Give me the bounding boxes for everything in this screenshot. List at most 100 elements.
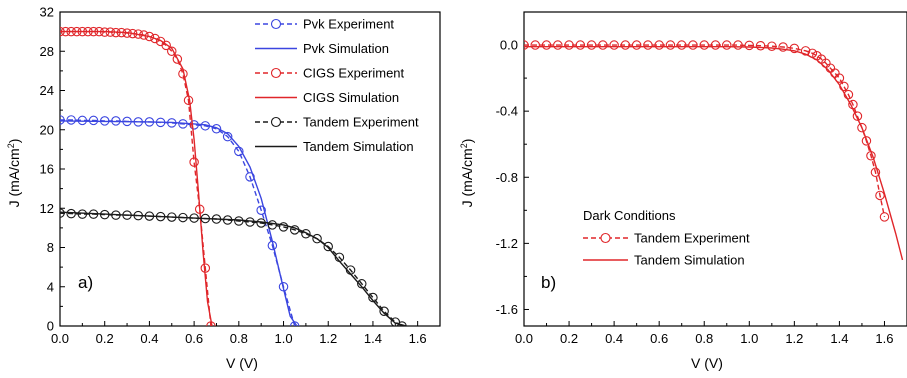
data-point-b-0 <box>852 111 863 121</box>
legend-label-a-4: Tandem Experiment <box>303 115 419 130</box>
data-point-b-0 <box>767 41 777 51</box>
y-tick-label-b: 0.0 <box>500 38 518 53</box>
legend-marker-a-0 <box>270 18 282 30</box>
data-point-b-0 <box>541 40 552 50</box>
x-tick-label-a: 0.6 <box>185 331 203 346</box>
data-point-b-0 <box>665 40 676 50</box>
x-tick-label-b: 0.0 <box>515 331 533 346</box>
legend-label-b-1: Tandem Simulation <box>634 253 745 268</box>
data-point-a-0 <box>88 115 99 126</box>
data-point-b-0 <box>553 40 563 50</box>
series-line-b-1 <box>524 46 904 261</box>
legend-label-a-3: CIGS Simulation <box>303 90 399 105</box>
x-tick-label-b: 0.8 <box>695 331 713 346</box>
data-point-b-0 <box>609 40 619 50</box>
data-point-b-0 <box>778 42 788 52</box>
chart-panel-b: V (V) J (mA/cm2) b) Dark Conditions 0.0 0… <box>459 11 907 371</box>
x-tick-label-a: 1.0 <box>274 331 292 346</box>
data-point-b-0 <box>875 190 885 201</box>
legend-label-a-5: Tandem Simulation <box>303 139 414 154</box>
data-point-b-0 <box>575 40 586 50</box>
plot-area-a <box>60 26 407 326</box>
data-point-a-0 <box>60 115 65 125</box>
data-point-a-4 <box>379 306 389 317</box>
x-axis-title-b: V (V) <box>691 355 723 371</box>
legend-label-a-2: CIGS Experiment <box>303 66 405 81</box>
data-point-b-0 <box>843 89 854 100</box>
data-point-b-0 <box>879 212 890 222</box>
data-point-a-4 <box>77 209 88 219</box>
data-point-b-0 <box>564 40 574 50</box>
legend-label-b-0: Tandem Experiment <box>634 231 750 246</box>
y-axis-title-b: J (mA/cm2) <box>459 139 475 208</box>
data-point-a-4 <box>323 241 333 252</box>
panel-label-b: b) <box>541 273 556 292</box>
data-point-b-0 <box>857 122 867 133</box>
x-tick-label-b: 0.2 <box>560 331 578 346</box>
x-axis-title-a: V (V) <box>226 355 258 371</box>
legend-marker-a-4 <box>270 116 282 128</box>
data-point-a-0 <box>211 124 222 134</box>
y-tick-label-b: -1.6 <box>496 302 518 317</box>
series-line-a-0 <box>60 119 296 326</box>
data-point-b-0 <box>870 167 881 178</box>
legend-title-b: Dark Conditions <box>583 208 676 223</box>
data-point-a-0 <box>66 115 76 125</box>
x-tick-label-a: 1.4 <box>364 331 382 346</box>
data-point-b-0 <box>676 40 687 50</box>
data-point-a-4 <box>368 292 378 303</box>
data-point-a-4 <box>278 222 289 232</box>
y-tick-label-a: 12 <box>40 201 54 216</box>
y-tick-label-a: 0 <box>47 319 54 334</box>
data-point-b-0 <box>733 40 743 50</box>
x-tick-label-a: 0.8 <box>230 331 248 346</box>
data-point-b-0 <box>710 40 721 50</box>
y-tick-label-b: -1.2 <box>496 236 518 251</box>
legend-marker-b-0 <box>600 232 611 244</box>
data-point-a-4 <box>312 233 322 244</box>
x-tick-label-a: 0.2 <box>96 331 114 346</box>
data-point-a-2 <box>127 28 138 39</box>
panel-label-a: a) <box>78 273 93 292</box>
y-axis-title-a: J (mA/cm2) <box>6 139 22 208</box>
data-point-b-0 <box>524 40 529 50</box>
data-point-b-0 <box>699 40 709 50</box>
data-point-b-0 <box>830 68 840 78</box>
series-line-b-0 <box>524 44 886 218</box>
y-tick-label-a: 24 <box>40 83 54 98</box>
legend-label-a-0: Pvk Experiment <box>303 17 394 32</box>
y-tick-label-b: -0.4 <box>496 104 518 119</box>
series-line-a-4 <box>60 212 403 326</box>
data-point-a-2 <box>172 54 183 64</box>
x-tick-label-a: 0.0 <box>51 331 69 346</box>
data-point-b-0 <box>530 40 541 50</box>
data-point-a-2 <box>161 40 171 51</box>
y-tick-label-a: 8 <box>47 240 54 255</box>
plot-frame-b <box>523 11 907 327</box>
series-line-a-3 <box>60 30 213 326</box>
x-tick-label-b: 1.2 <box>785 331 803 346</box>
y-tick-label-a: 16 <box>40 162 54 177</box>
data-point-b-0 <box>620 40 631 50</box>
x-tick-label-a: 1.6 <box>409 331 427 346</box>
data-point-a-4 <box>357 279 367 289</box>
data-point-a-2 <box>150 33 160 44</box>
x-tick-label-b: 1.0 <box>740 331 758 346</box>
data-point-b-0 <box>688 40 698 50</box>
series-line-a-1 <box>60 120 298 326</box>
x-tick-label-b: 0.4 <box>605 331 623 346</box>
y-tick-label-a: 4 <box>47 279 54 294</box>
data-point-a-2 <box>189 157 199 167</box>
x-tick-label-b: 0.6 <box>650 331 668 346</box>
plot-area-b <box>524 40 904 261</box>
data-point-b-0 <box>722 40 732 50</box>
data-point-b-0 <box>789 43 800 54</box>
data-point-a-2 <box>167 46 177 56</box>
chart-panel-a: V (V) J (mA/cm2) a) 0.0 0.2 0.4 0.6 0.8 1.0 1.… <box>6 5 441 371</box>
y-tick-label-a: 28 <box>40 44 54 59</box>
data-point-b-0 <box>643 40 653 50</box>
data-point-a-0 <box>222 131 233 142</box>
legend-marker-a-2 <box>270 67 282 79</box>
data-point-b-0 <box>744 40 755 51</box>
